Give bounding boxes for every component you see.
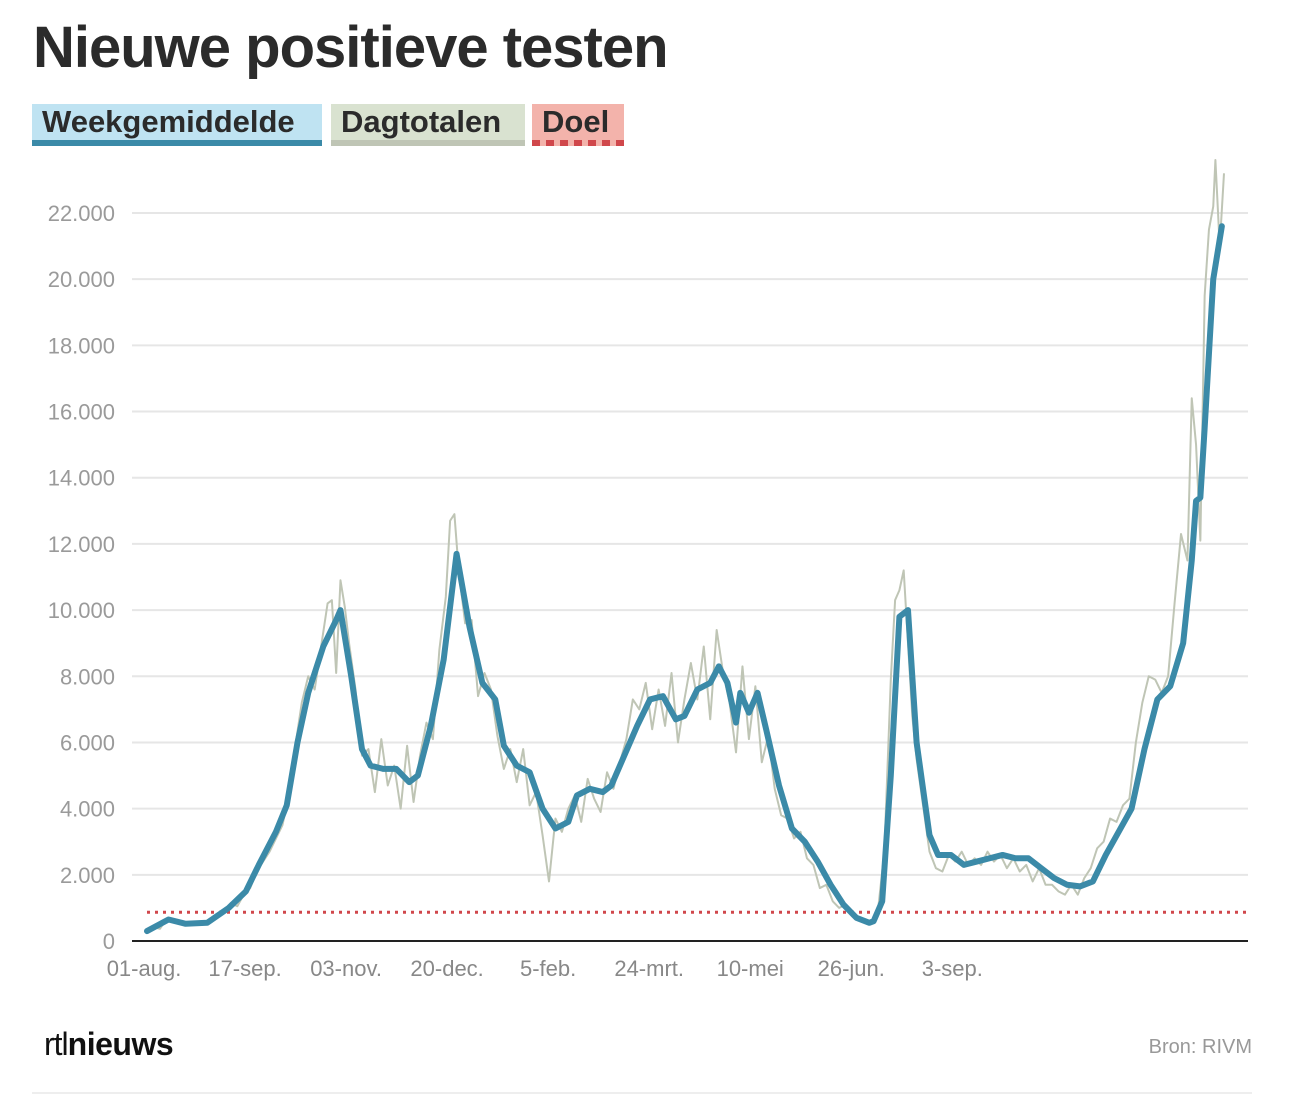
legend-label-dagtotalen: Dagtotalen <box>341 104 502 139</box>
legend-item-doel: Doel <box>532 104 624 146</box>
y-tick-label: 22.000 <box>48 201 115 226</box>
y-tick-label: 18.000 <box>48 333 115 358</box>
y-tick-label: 4.000 <box>60 797 115 822</box>
footer-divider <box>32 1092 1252 1094</box>
y-tick-label: 14.000 <box>48 466 115 491</box>
y-tick-label: 6.000 <box>60 730 115 755</box>
rtl-nieuws-logo: rtlnieuws <box>44 1026 174 1062</box>
legend-label-weekgemiddelde: Weekgemiddelde <box>42 104 295 139</box>
legend-swatch-weekgemiddelde <box>32 140 322 146</box>
legend-swatch-dagtotalen <box>331 140 525 146</box>
y-tick-label: 16.000 <box>48 400 115 425</box>
chart-title: Nieuwe positieve testen <box>33 15 669 80</box>
x-tick-label: 17-sep. <box>208 956 281 981</box>
y-tick-label: 10.000 <box>48 598 115 623</box>
legend-label-doel: Doel <box>542 104 610 139</box>
legend-swatch-doel <box>532 140 624 146</box>
y-tick-label: 2.000 <box>60 863 115 888</box>
x-tick-label: 03-nov. <box>310 956 382 981</box>
x-tick-label: 26-jun. <box>818 956 885 981</box>
x-tick-label: 20-dec. <box>410 956 483 981</box>
y-tick-label: 12.000 <box>48 532 115 557</box>
x-tick-label: 5-feb. <box>520 956 576 981</box>
x-tick-label: 10-mei <box>717 956 784 981</box>
x-tick-label: 3-sep. <box>922 956 983 981</box>
y-tick-label: 8.000 <box>60 664 115 689</box>
legend-item-weekgemiddelde: Weekgemiddelde <box>32 104 322 146</box>
series-dagtotalen <box>146 159 1225 931</box>
line-chart: 0 2.000 4.000 6.000 8.000 10.000 12.000 14.000 1… <box>48 159 1248 981</box>
y-tick-label: 0 <box>103 929 115 954</box>
x-tick-label: 24-mrt. <box>614 956 684 981</box>
y-tick-label: 20.000 <box>48 267 115 292</box>
series-weekgemiddelde <box>144 223 1225 935</box>
source-note: Bron: RIVM <box>1148 1036 1252 1058</box>
x-tick-label: 01-aug. <box>107 956 182 981</box>
legend-item-dagtotalen: Dagtotalen <box>331 104 525 146</box>
